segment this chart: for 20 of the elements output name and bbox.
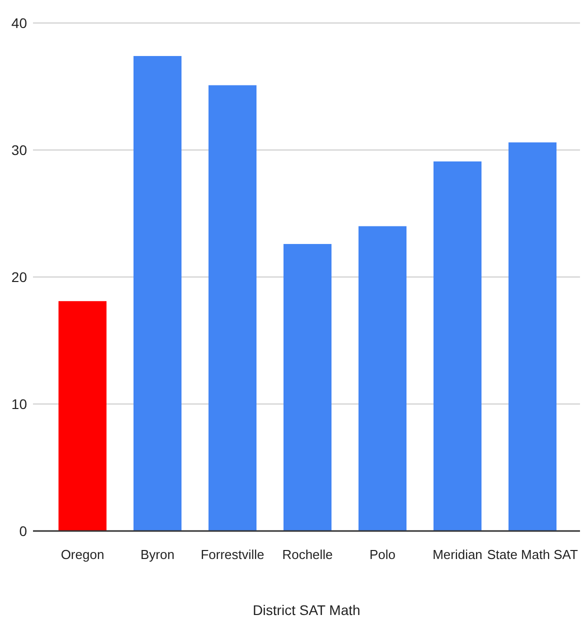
bar: [58, 301, 106, 531]
x-tick-label: Forrestville: [200, 547, 264, 562]
bar: [434, 161, 482, 531]
bar: [358, 226, 406, 531]
bar: [284, 244, 332, 531]
y-tick-label: 30: [11, 142, 28, 158]
x-tick-label: Meridian: [432, 547, 482, 562]
x-tick-label: Polo: [369, 547, 396, 562]
bar: [508, 142, 556, 531]
x-tick-label: Byron: [140, 547, 174, 562]
y-tick-label: 0: [19, 522, 28, 539]
y-tick-label: 20: [11, 268, 28, 285]
x-tick-label: State Math SAT: [487, 547, 578, 562]
y-tick-label: 10: [11, 396, 28, 412]
x-axis-title: District SAT Math: [252, 602, 360, 618]
x-tick-label: Oregon: [60, 547, 104, 562]
bar: [208, 85, 256, 531]
x-tick-label: Rochelle: [282, 547, 333, 562]
y-tick-label: 40: [11, 14, 28, 31]
bar: [134, 56, 182, 531]
